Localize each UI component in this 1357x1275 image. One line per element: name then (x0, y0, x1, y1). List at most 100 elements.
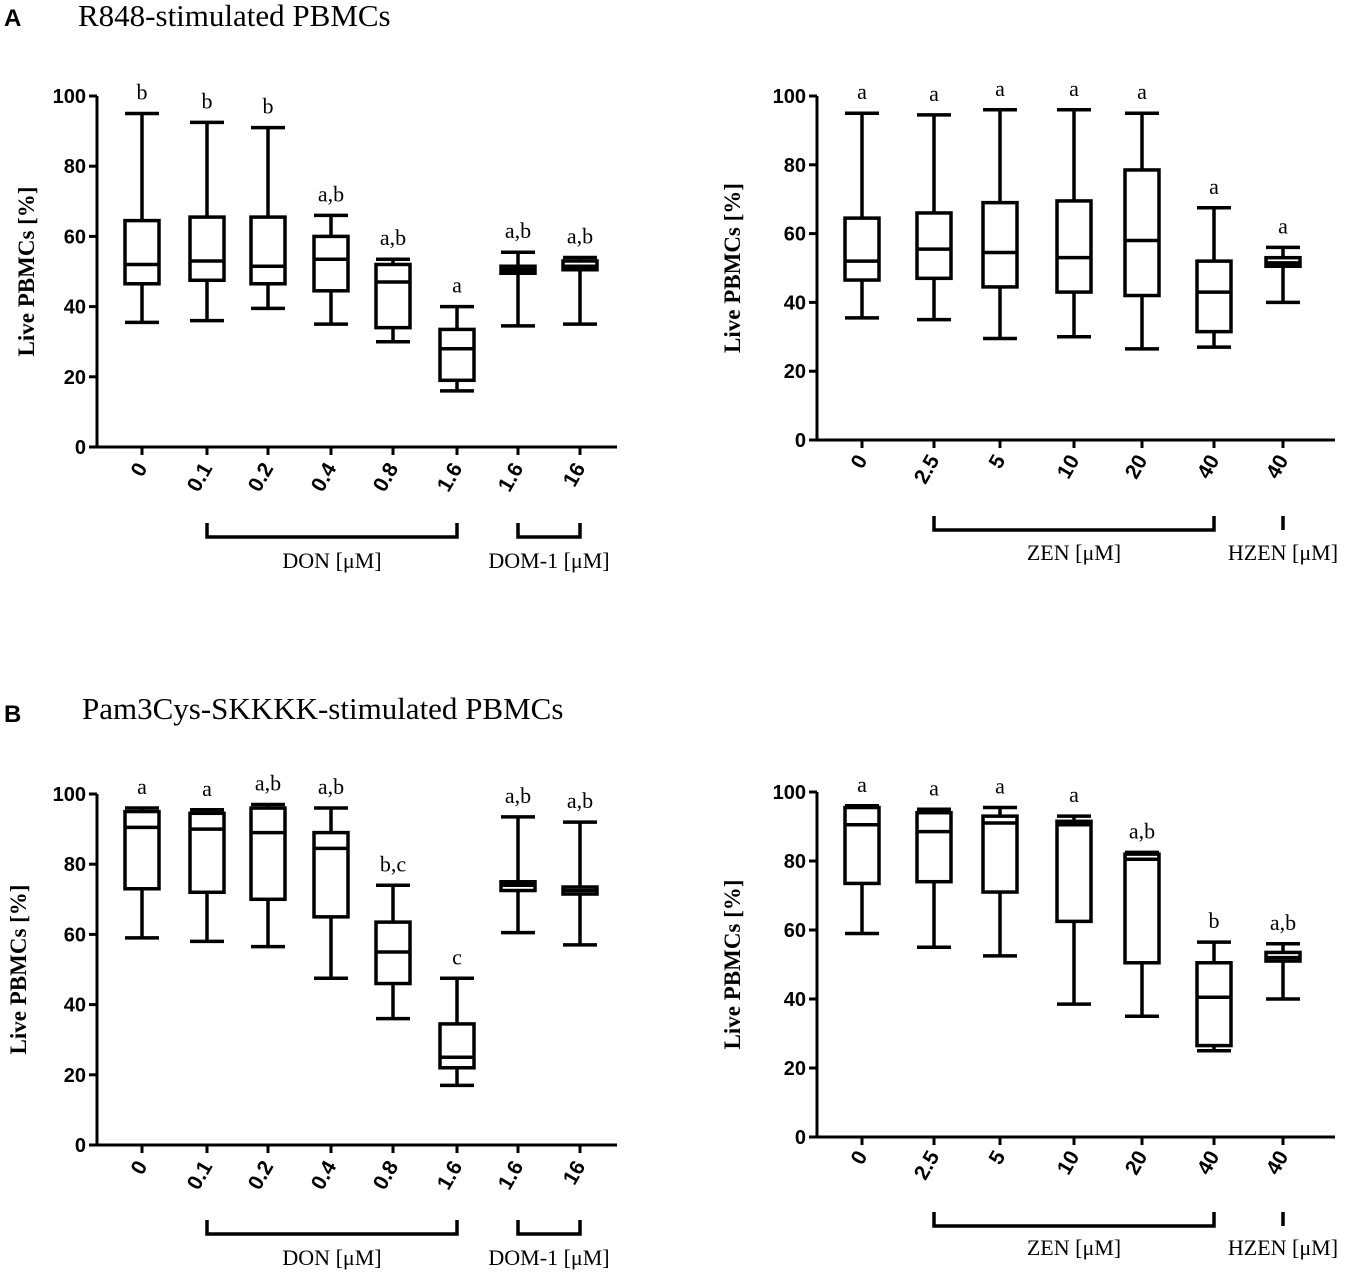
panel-b-title: Pam3Cys-SKKKK-stimulated PBMCs (82, 691, 563, 726)
significance-label: a,b (1270, 910, 1296, 935)
box-plot: a (843, 772, 881, 936)
box-plot: a (1123, 79, 1161, 351)
box-plot: a (1195, 174, 1233, 349)
chart-a-zen: 0 20 40 60 80 100 Live PBMCs [%] 0 2.5 5 10 20 40 40 a… (720, 76, 1338, 565)
y-tick-label: 20 (64, 367, 86, 389)
group-label: DON [μM] (282, 1245, 381, 1270)
box-plot: c (438, 944, 476, 1088)
x-tick-label: 40 (1262, 1147, 1294, 1179)
x-tick-label: 0 (847, 451, 873, 473)
y-tick-label: 20 (784, 1058, 806, 1080)
y-axis-label: Live PBMCs [%] (720, 183, 745, 353)
box-iqr (843, 805, 881, 886)
box-plot: b,c (374, 851, 412, 1021)
significance-label: a,b (255, 771, 281, 796)
box-iqr (1055, 819, 1093, 924)
x-tick-label: 1.6 (433, 1157, 468, 1194)
box-plot: b (188, 88, 226, 323)
panel-a-letter: A (4, 5, 21, 32)
x-tick-label: 40 (1262, 451, 1294, 483)
y-tick-label: 0 (75, 1135, 86, 1157)
box-iqr (438, 1022, 476, 1070)
box-plot: a (438, 273, 476, 393)
x-tick-label: 1.6 (433, 459, 468, 496)
y-tick-label: 100 (773, 86, 806, 108)
significance-label: a,b (318, 181, 344, 206)
group-label: DON [μM] (282, 548, 381, 573)
y-tick-label: 60 (784, 920, 806, 942)
box-iqr (312, 234, 350, 293)
significance-label: b (202, 88, 213, 113)
y-axis-label: Live PBMCs [%] (720, 880, 745, 1050)
y-tick-label: 60 (64, 226, 86, 248)
box-plot: a,b (561, 788, 599, 947)
significance-label: b (263, 94, 274, 119)
box-iqr (1123, 852, 1161, 965)
significance-label: b (137, 80, 148, 105)
y-tick-label: 60 (64, 924, 86, 946)
significance-label: a (995, 774, 1005, 799)
x-tick-label: 0.2 (244, 459, 279, 496)
y-tick-label: 40 (784, 989, 806, 1011)
significance-label: a,b (505, 783, 531, 808)
box-iqr (249, 215, 287, 286)
y-tick-label: 100 (53, 86, 86, 108)
box-plot: a (915, 81, 953, 322)
box-plot: a,b (561, 223, 599, 326)
x-tick-label: 0.8 (369, 1157, 404, 1194)
panel-a-title: R848-stimulated PBMCs (78, 0, 391, 33)
y-tick-label: 40 (64, 297, 86, 319)
x-tick-label: 40 (1193, 451, 1225, 483)
x-tick-label: 16 (559, 1157, 591, 1189)
y-tick-label: 0 (75, 437, 86, 459)
box-iqr (123, 809, 161, 891)
significance-label: b (1209, 908, 1220, 933)
y-tick-label: 20 (64, 1065, 86, 1087)
chart-b-don: 0 20 40 60 80 100 Live PBMCs [%] 0 0.1 0.2 0.4 0.8 1… (6, 771, 617, 1270)
y-tick-label: 0 (795, 1127, 806, 1149)
panel-b-letter: B (4, 701, 21, 728)
box-iqr (915, 810, 953, 884)
group-label: DOM-1 [μM] (488, 1245, 609, 1270)
box-iqr (188, 811, 226, 895)
significance-label: a,b (318, 774, 344, 799)
significance-label: a (857, 772, 867, 797)
x-tick-label: 2.5 (910, 1147, 945, 1184)
y-tick-label: 40 (64, 995, 86, 1017)
y-tick-label: 60 (784, 224, 806, 246)
box-plot: a,b (499, 218, 537, 328)
group-bracket (932, 516, 1216, 532)
box-plot: a,b (312, 774, 350, 981)
group-label: HZEN [μM] (1228, 540, 1338, 565)
box-iqr (1055, 199, 1093, 294)
box-plot: a (1055, 782, 1093, 1006)
x-tick-label: 2.5 (910, 451, 945, 488)
box-plot: a,b (249, 771, 287, 949)
significance-label: a (1137, 79, 1147, 104)
significance-label: a (929, 81, 939, 106)
box-plot: b (1195, 908, 1233, 1053)
box-plot: a,b (1123, 818, 1161, 1018)
box-iqr (843, 216, 881, 282)
group-bracket (205, 1220, 459, 1236)
significance-label: b,c (380, 851, 407, 876)
chart-b-zen: 0 20 40 60 80 100 Live PBMCs [%] 0 2.5 5 10 20 40 40 a… (720, 772, 1338, 1260)
group-label: ZEN [μM] (1027, 1235, 1121, 1260)
significance-label: a (1069, 782, 1079, 807)
box-plot: b (249, 94, 287, 311)
y-tick-label: 20 (784, 361, 806, 383)
x-tick-label: 5 (985, 1147, 1011, 1169)
box-iqr (438, 327, 476, 383)
x-tick-label: 20 (1121, 451, 1153, 483)
significance-label: a (202, 776, 212, 801)
box-plot: a (981, 76, 1019, 341)
box-plot: a,b (1264, 910, 1302, 1001)
significance-label: a (857, 79, 867, 104)
box-plot: a,b (374, 225, 412, 344)
y-tick-label: 40 (784, 292, 806, 314)
y-tick-label: 80 (64, 854, 86, 876)
chart-a-don: 0 20 40 60 80 100 Live PBMCs [%] 0 0.1 0.2 0.4 0.8 1… (14, 80, 617, 573)
x-tick-label: 0.8 (369, 459, 404, 496)
x-tick-label: 40 (1193, 1147, 1225, 1179)
box-iqr (312, 830, 350, 919)
